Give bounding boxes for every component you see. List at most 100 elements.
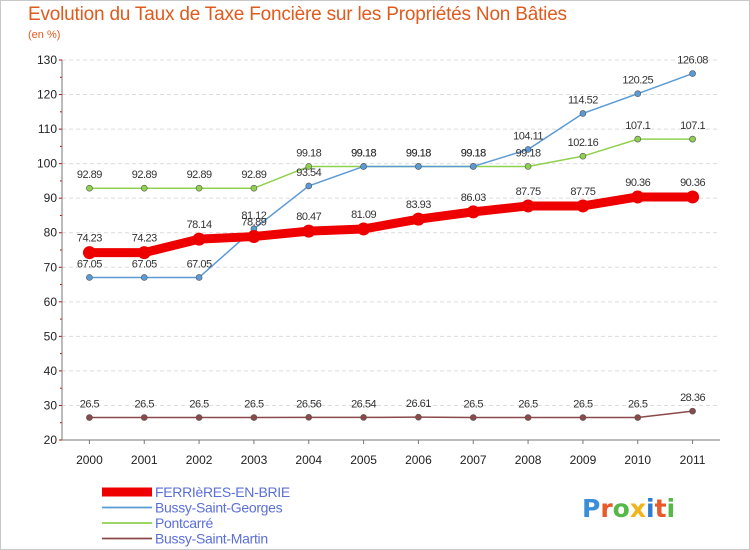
x-tick-label: 2008 bbox=[515, 453, 542, 467]
data-label: 67.05 bbox=[77, 258, 102, 270]
x-tick-label: 2011 bbox=[680, 453, 706, 467]
data-point bbox=[634, 90, 642, 97]
data-point bbox=[357, 222, 371, 236]
data-label: 26.5 bbox=[244, 399, 264, 411]
data-label: 99.18 bbox=[351, 147, 376, 159]
data-point bbox=[360, 163, 367, 170]
y-tick-label: 60 bbox=[44, 295, 58, 309]
data-point bbox=[524, 414, 532, 421]
data-label: 87.75 bbox=[516, 186, 541, 198]
y-tick-label: 80 bbox=[44, 226, 58, 240]
y-tick-label: 120 bbox=[37, 88, 57, 102]
data-point bbox=[305, 414, 313, 421]
data-point bbox=[579, 152, 587, 160]
data-label: 80.47 bbox=[296, 211, 321, 223]
legend-label: Pontcarré bbox=[155, 515, 214, 531]
chart-title: Evolution du Taux de Taxe Foncière sur l… bbox=[28, 4, 567, 25]
x-tick-label: 2006 bbox=[405, 453, 432, 467]
x-tick-label: 2003 bbox=[241, 453, 268, 467]
data-label: 120.25 bbox=[622, 75, 653, 87]
legend-label: Bussy-Saint-Martin bbox=[155, 531, 268, 547]
data-label: 93.54 bbox=[296, 167, 321, 179]
data-point bbox=[360, 414, 367, 421]
data-point bbox=[305, 163, 313, 170]
data-point bbox=[250, 184, 258, 192]
data-label: 74.23 bbox=[77, 233, 102, 245]
data-point bbox=[86, 414, 93, 421]
y-tick-label: 20 bbox=[44, 433, 58, 447]
data-point bbox=[521, 199, 535, 213]
data-label: 74.23 bbox=[132, 233, 157, 245]
series-line-0 bbox=[84, 192, 698, 258]
data-point bbox=[686, 190, 700, 204]
proxiti-logo: Proxiti bbox=[582, 494, 675, 523]
y-tick-label: 90 bbox=[44, 191, 58, 205]
data-label: 102.16 bbox=[568, 137, 599, 149]
data-point bbox=[195, 414, 203, 421]
data-point bbox=[305, 182, 313, 190]
data-point bbox=[86, 274, 93, 281]
data-point bbox=[140, 414, 148, 421]
x-tick-label: 2009 bbox=[570, 453, 597, 467]
data-label: 26.5 bbox=[464, 399, 484, 411]
data-label: 81.12 bbox=[241, 210, 266, 222]
y-tick-label: 50 bbox=[44, 329, 58, 343]
data-label: 81.09 bbox=[351, 209, 376, 221]
y-tick-label: 40 bbox=[44, 364, 58, 378]
data-point bbox=[411, 212, 425, 226]
y-tick-label: 30 bbox=[44, 398, 58, 412]
data-label: 126.08 bbox=[677, 55, 708, 67]
data-point bbox=[579, 414, 587, 421]
data-point bbox=[247, 230, 261, 244]
x-tick-label: 2001 bbox=[131, 453, 158, 467]
data-point bbox=[140, 184, 148, 192]
data-label: 104.11 bbox=[513, 130, 543, 142]
data-point bbox=[195, 274, 203, 281]
x-tick-label: 2000 bbox=[76, 453, 103, 467]
y-tick-label: 70 bbox=[44, 260, 58, 274]
data-label: 99.18 bbox=[406, 147, 431, 159]
data-label: 67.05 bbox=[132, 258, 157, 270]
data-point bbox=[302, 224, 316, 238]
data-label: 78.89 bbox=[241, 217, 266, 229]
data-point bbox=[689, 70, 696, 77]
x-tick-label: 2010 bbox=[624, 453, 651, 467]
data-label: 26.5 bbox=[573, 399, 593, 411]
data-label: 92.89 bbox=[77, 169, 102, 181]
data-label: 107.1 bbox=[625, 120, 650, 132]
data-point bbox=[137, 246, 151, 260]
x-tick-label: 2002 bbox=[186, 453, 213, 467]
data-point bbox=[192, 232, 206, 246]
data-label: 86.03 bbox=[461, 192, 486, 204]
data-label: 28.36 bbox=[680, 392, 705, 404]
legend-label: FERRIèRES-EN-BRIE bbox=[155, 484, 290, 500]
data-point bbox=[140, 274, 148, 281]
x-tick-label: 2004 bbox=[295, 453, 322, 467]
data-label: 26.5 bbox=[135, 399, 155, 411]
data-label: 99.18 bbox=[296, 147, 321, 159]
data-label: 92.89 bbox=[132, 169, 157, 181]
data-point bbox=[82, 246, 96, 260]
data-point bbox=[524, 146, 532, 153]
data-label: 83.93 bbox=[406, 199, 431, 211]
data-point bbox=[524, 163, 532, 170]
data-label: 114.52 bbox=[568, 94, 598, 106]
series-line-3 bbox=[88, 410, 694, 419]
data-label: 99.18 bbox=[351, 147, 376, 159]
data-point bbox=[469, 414, 477, 421]
data-label: 26.56 bbox=[296, 398, 321, 410]
data-label: 92.89 bbox=[187, 169, 212, 181]
data-label: 78.14 bbox=[187, 219, 212, 231]
chart-subtitle: (en %) bbox=[28, 29, 61, 41]
data-point bbox=[689, 407, 696, 415]
data-point bbox=[466, 205, 480, 219]
data-point bbox=[689, 135, 696, 143]
data-label: 90.36 bbox=[625, 177, 650, 189]
data-point bbox=[634, 135, 642, 143]
data-point bbox=[579, 110, 587, 117]
y-tick-label: 100 bbox=[37, 157, 57, 171]
x-tick-label: 2007 bbox=[460, 453, 487, 467]
data-label: 26.5 bbox=[189, 399, 209, 411]
y-tick-label: 110 bbox=[38, 122, 57, 136]
